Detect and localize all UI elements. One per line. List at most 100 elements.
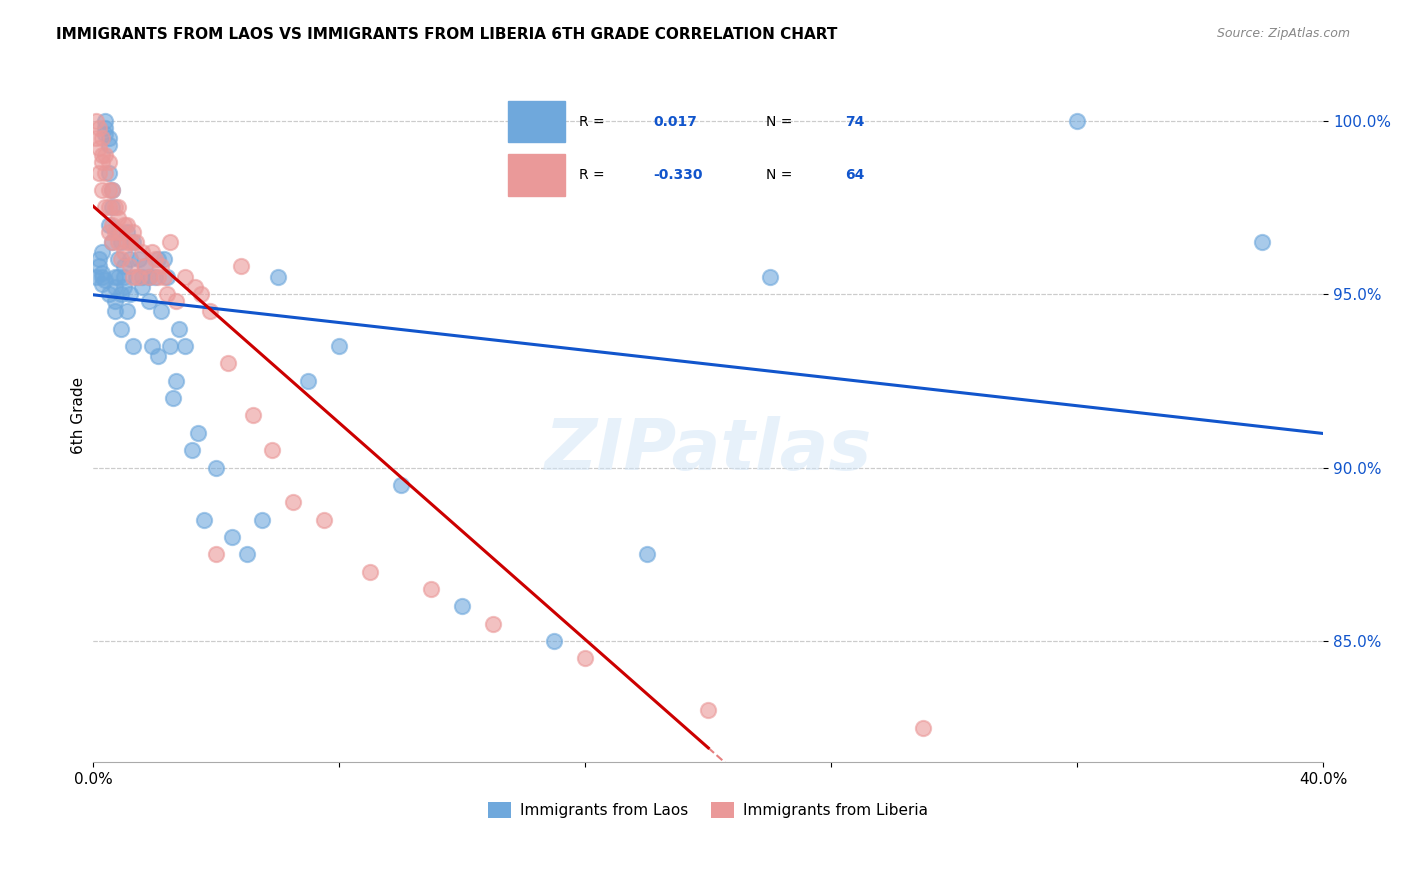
Point xyxy=(97,218,120,232)
Point xyxy=(205,460,228,475)
Point xyxy=(122,269,145,284)
Point xyxy=(89,260,111,274)
Point xyxy=(89,120,111,135)
Point xyxy=(104,304,127,318)
Point xyxy=(97,183,120,197)
Point xyxy=(146,350,169,364)
Point xyxy=(97,287,120,301)
Text: IMMIGRANTS FROM LAOS VS IMMIGRANTS FROM LIBERIA 6TH GRADE CORRELATION CHART: IMMIGRANTS FROM LAOS VS IMMIGRANTS FROM … xyxy=(56,27,838,42)
Point xyxy=(359,565,381,579)
Point xyxy=(100,183,122,197)
Point xyxy=(94,273,117,287)
Point xyxy=(120,260,142,274)
Point xyxy=(104,225,127,239)
Point xyxy=(104,280,127,294)
Point xyxy=(128,269,150,284)
Point xyxy=(84,113,107,128)
Point xyxy=(236,547,259,561)
Point xyxy=(149,260,172,274)
Point xyxy=(104,269,127,284)
Point xyxy=(97,200,120,214)
Point xyxy=(122,235,145,249)
Point xyxy=(187,425,209,440)
Point xyxy=(91,266,114,280)
Point xyxy=(100,200,122,214)
Point xyxy=(153,269,176,284)
Point xyxy=(112,269,135,284)
Point xyxy=(1066,113,1088,128)
Point xyxy=(112,260,135,274)
Point xyxy=(297,374,319,388)
Point xyxy=(110,225,132,239)
Point xyxy=(91,245,114,260)
Point xyxy=(89,252,111,267)
Point xyxy=(112,280,135,294)
Point xyxy=(128,252,150,267)
Point xyxy=(169,322,191,336)
Point xyxy=(97,155,120,169)
Point xyxy=(100,218,122,232)
Point xyxy=(107,200,129,214)
Point xyxy=(107,211,129,225)
Point xyxy=(122,339,145,353)
Point xyxy=(100,235,122,249)
Point xyxy=(94,200,117,214)
Point xyxy=(451,599,474,614)
Point xyxy=(221,530,243,544)
Point xyxy=(420,582,443,596)
Point xyxy=(100,183,122,197)
Point xyxy=(146,252,169,267)
Point xyxy=(328,339,350,353)
Point xyxy=(146,269,169,284)
Point xyxy=(153,252,176,267)
Point xyxy=(110,252,132,267)
Point xyxy=(574,651,596,665)
Point xyxy=(149,304,172,318)
Point xyxy=(89,141,111,155)
Point xyxy=(120,235,142,249)
Point xyxy=(267,269,290,284)
Point xyxy=(125,269,148,284)
Point xyxy=(174,339,197,353)
Point xyxy=(122,225,145,239)
Point xyxy=(94,120,117,135)
Point xyxy=(198,304,221,318)
Point xyxy=(120,287,142,301)
Point xyxy=(131,280,153,294)
Point xyxy=(138,269,160,284)
Text: ZIPatlas: ZIPatlas xyxy=(544,416,872,484)
Point xyxy=(134,260,156,274)
Point xyxy=(115,235,138,249)
Point xyxy=(165,293,187,308)
Point xyxy=(112,218,135,232)
Point xyxy=(120,252,142,267)
Point xyxy=(156,269,179,284)
Point xyxy=(94,128,117,142)
Point xyxy=(229,260,252,274)
Point xyxy=(697,703,720,717)
Text: Source: ZipAtlas.com: Source: ZipAtlas.com xyxy=(1216,27,1350,40)
Point xyxy=(252,512,274,526)
Point xyxy=(912,721,935,735)
Point xyxy=(180,443,202,458)
Point xyxy=(389,478,412,492)
Point xyxy=(636,547,658,561)
Point xyxy=(131,269,153,284)
Point xyxy=(84,131,107,145)
Point xyxy=(141,339,163,353)
Point xyxy=(107,225,129,239)
Point xyxy=(138,269,160,284)
Point xyxy=(115,218,138,232)
Point xyxy=(91,183,114,197)
Point xyxy=(143,269,166,284)
Point xyxy=(758,269,780,284)
Point xyxy=(218,356,240,370)
Point xyxy=(281,495,304,509)
Point xyxy=(112,245,135,260)
Point xyxy=(134,260,156,274)
Point xyxy=(125,235,148,249)
Legend: Immigrants from Laos, Immigrants from Liberia: Immigrants from Laos, Immigrants from Li… xyxy=(482,796,935,824)
Point xyxy=(107,235,129,249)
Point xyxy=(543,634,565,648)
Point xyxy=(1250,235,1272,249)
